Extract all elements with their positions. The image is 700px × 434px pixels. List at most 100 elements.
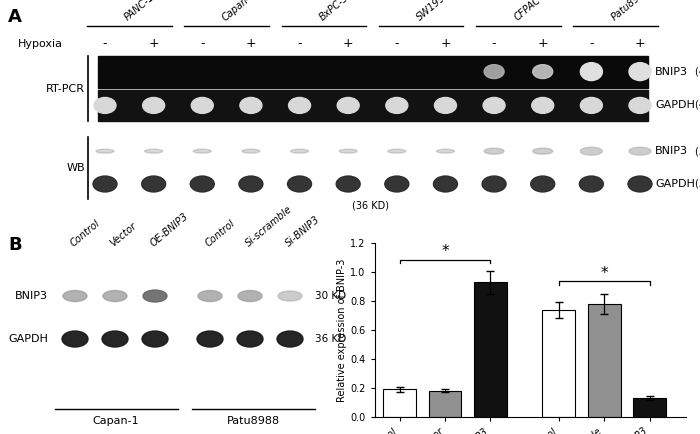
Text: A: A [8, 8, 22, 26]
Ellipse shape [142, 331, 168, 347]
Ellipse shape [62, 331, 88, 347]
Ellipse shape [484, 65, 504, 79]
Text: GAPDH: GAPDH [655, 179, 695, 189]
Ellipse shape [629, 147, 651, 155]
Y-axis label: Relative expression of BNIP-3: Relative expression of BNIP-3 [337, 258, 347, 401]
Ellipse shape [288, 176, 312, 192]
Text: -: - [589, 37, 594, 50]
Text: Capan-1: Capan-1 [220, 0, 258, 23]
Text: RT-PCR: RT-PCR [46, 83, 85, 93]
Ellipse shape [193, 149, 211, 153]
Text: -: - [298, 37, 302, 50]
Ellipse shape [531, 176, 554, 192]
Ellipse shape [484, 148, 504, 154]
Bar [474, 282, 507, 417]
Ellipse shape [102, 331, 128, 347]
Ellipse shape [580, 147, 603, 155]
Text: BNIP3: BNIP3 [655, 66, 688, 77]
Text: -: - [395, 37, 399, 50]
Text: Patu8988: Patu8988 [609, 0, 652, 23]
Ellipse shape [145, 149, 162, 153]
Text: Patu8988: Patu8988 [226, 416, 279, 426]
Text: BNIP3: BNIP3 [655, 146, 688, 156]
Ellipse shape [336, 176, 360, 192]
Text: GAPDH: GAPDH [655, 100, 695, 110]
Text: Control: Control [69, 219, 102, 249]
Text: Si-scramble: Si-scramble [244, 204, 294, 249]
Text: 30 KD: 30 KD [315, 291, 346, 301]
Ellipse shape [629, 62, 651, 81]
Ellipse shape [278, 291, 302, 301]
Text: PANC-1: PANC-1 [123, 0, 157, 23]
Text: BxPC-3: BxPC-3 [317, 0, 351, 23]
Ellipse shape [437, 149, 454, 153]
Ellipse shape [240, 98, 262, 113]
Text: (36 KD): (36 KD) [695, 179, 700, 189]
Text: (36 KD): (36 KD) [351, 201, 388, 211]
Bar [542, 309, 575, 417]
Text: B: B [8, 236, 22, 254]
Ellipse shape [482, 176, 506, 192]
Text: (30 KD): (30 KD) [695, 146, 700, 156]
Bar [588, 304, 620, 417]
Ellipse shape [533, 65, 553, 79]
Ellipse shape [197, 331, 223, 347]
Ellipse shape [386, 98, 408, 113]
Ellipse shape [63, 290, 87, 302]
Text: *: * [441, 244, 449, 259]
Text: *: * [601, 266, 608, 281]
Ellipse shape [143, 290, 167, 302]
Bar [98, 56, 648, 88]
Ellipse shape [628, 176, 652, 192]
Bar [428, 391, 461, 417]
Text: SW1990: SW1990 [414, 0, 452, 23]
Ellipse shape [629, 98, 651, 113]
Ellipse shape [580, 176, 603, 192]
Ellipse shape [277, 331, 303, 347]
Bar [98, 89, 648, 122]
Text: -: - [200, 37, 204, 50]
Ellipse shape [103, 290, 127, 302]
Ellipse shape [238, 290, 262, 302]
Text: +: + [148, 37, 159, 50]
Text: Control: Control [204, 219, 237, 249]
Text: -: - [103, 37, 107, 50]
Ellipse shape [93, 176, 117, 192]
Ellipse shape [190, 176, 214, 192]
Text: Si-BNIP3: Si-BNIP3 [284, 215, 322, 249]
Ellipse shape [143, 98, 164, 113]
Text: Vector: Vector [108, 221, 139, 249]
Ellipse shape [237, 331, 263, 347]
Text: +: + [440, 37, 451, 50]
Text: +: + [343, 37, 354, 50]
Ellipse shape [385, 176, 409, 192]
Ellipse shape [337, 98, 359, 113]
Ellipse shape [435, 98, 456, 113]
Bar [383, 389, 416, 417]
Ellipse shape [483, 98, 505, 113]
Ellipse shape [580, 98, 603, 113]
Ellipse shape [96, 149, 114, 153]
Text: CFPAC-1: CFPAC-1 [512, 0, 550, 23]
Text: WB: WB [66, 163, 85, 173]
Ellipse shape [239, 176, 263, 192]
Ellipse shape [290, 149, 309, 153]
Ellipse shape [288, 98, 311, 113]
Text: -: - [492, 37, 496, 50]
Ellipse shape [340, 149, 357, 153]
Ellipse shape [580, 62, 603, 81]
Ellipse shape [532, 98, 554, 113]
Text: +: + [538, 37, 548, 50]
Text: GAPDH: GAPDH [8, 334, 48, 344]
Ellipse shape [198, 290, 222, 302]
Ellipse shape [533, 148, 553, 154]
Text: (496 bp): (496 bp) [695, 100, 700, 110]
Text: +: + [246, 37, 256, 50]
Ellipse shape [433, 176, 458, 192]
Ellipse shape [94, 98, 116, 113]
Text: 36 KD: 36 KD [315, 334, 346, 344]
Ellipse shape [141, 176, 166, 192]
Text: Hypoxia: Hypoxia [18, 39, 63, 49]
Bar [634, 398, 666, 417]
Ellipse shape [242, 149, 260, 153]
